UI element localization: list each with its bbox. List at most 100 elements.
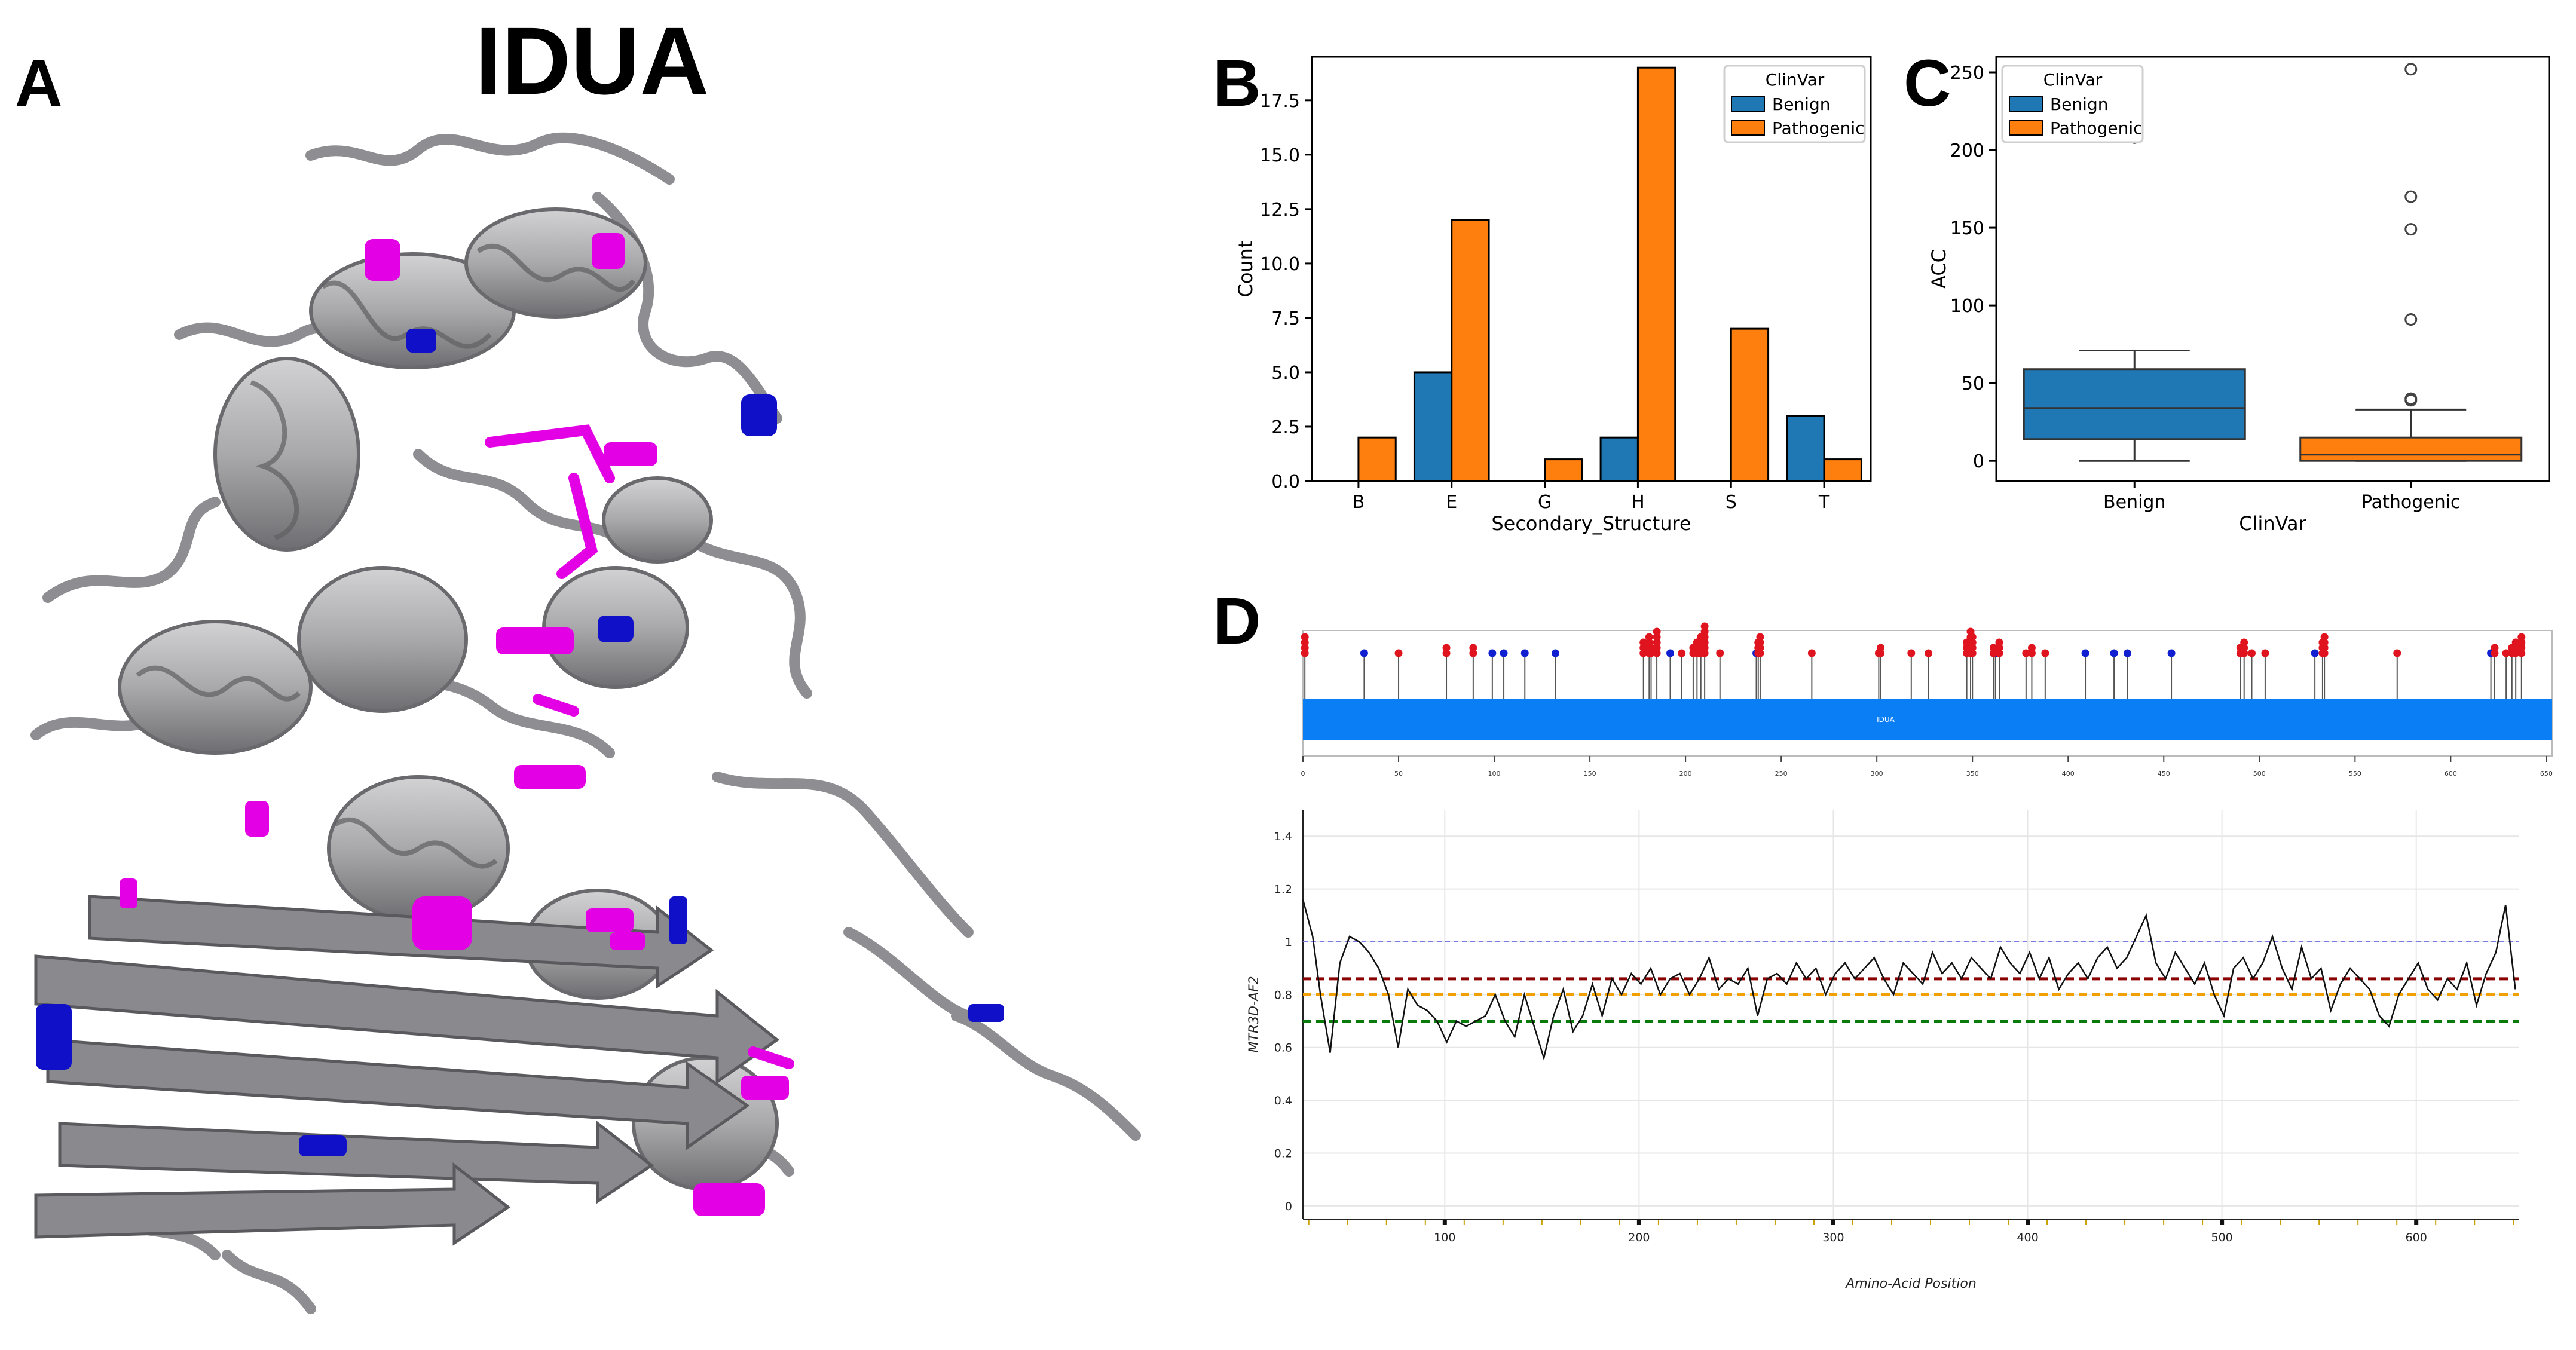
lollipop-head-pathogenic — [2517, 644, 2526, 652]
chart-b-xtick-label: H — [1631, 492, 1645, 513]
lollipop-xtick-label: 650 — [2540, 770, 2553, 777]
lollipop-xtick-label: 200 — [1679, 770, 1692, 777]
lollipop-head-pathogenic — [1989, 644, 1997, 652]
line-chart-ytick-label: 0.2 — [1274, 1147, 1292, 1161]
line-chart-ytick-label: 1.4 — [1274, 830, 1292, 843]
chart-b-ytick-label: 17.5 — [1260, 91, 1300, 112]
lollipop-head-benign — [2311, 649, 2319, 657]
line-chart-ytick-label: 0.4 — [1274, 1094, 1292, 1107]
lollipop-head-pathogenic — [1968, 644, 1977, 652]
lollipop-head-pathogenic — [1693, 638, 1701, 647]
lollipop-head-pathogenic — [2261, 649, 2269, 657]
lollipop-head-pathogenic — [1639, 644, 1648, 652]
lollipop-head-pathogenic — [1700, 638, 1709, 647]
lollipop-head-pathogenic — [2240, 644, 2248, 652]
lollipop-head-pathogenic — [1907, 649, 1916, 657]
chart-b-bar-pathogenic-T — [1823, 458, 1862, 482]
lollipop-head-benign — [1991, 649, 2000, 657]
lollipop-head-pathogenic — [1394, 649, 1403, 657]
lollipop-head-pathogenic — [2517, 633, 2526, 641]
chart-c-legend-swatch — [2009, 96, 2043, 112]
chart-c-ytick-label: 250 — [1950, 63, 1984, 84]
chart-b-bar-pathogenic-H — [1636, 66, 1676, 482]
lollipop-head-pathogenic — [1442, 649, 1451, 657]
lollipop-head-pathogenic — [2393, 649, 2401, 657]
lollipop-head-pathogenic — [1645, 633, 1653, 641]
chart-b-xlabel: Secondary_Structure — [1491, 512, 1691, 535]
protein-domain-bar — [1303, 699, 2552, 740]
lollipop-xtick-label: 350 — [1966, 770, 1979, 777]
lollipop-head-pathogenic — [1754, 644, 1763, 652]
lollipop-head-pathogenic — [1968, 649, 1977, 657]
chart-c-legend-label: Pathogenic — [2050, 118, 2143, 138]
lollipop-head-pathogenic — [1700, 627, 1709, 636]
lollipop-head-pathogenic — [1756, 633, 1764, 641]
chart-b-bar-pathogenic-S — [1730, 327, 1770, 482]
lollipop-xtick-label: 600 — [2445, 770, 2457, 777]
lollipop-head-pathogenic — [1653, 638, 1661, 647]
chart-b-legend-swatch — [1731, 120, 1765, 136]
chart-c-outlier — [2128, 131, 2141, 144]
protein-structure-illustration — [30, 132, 1141, 1314]
lollipop-head-pathogenic — [2511, 638, 2520, 647]
lollipop-head-pathogenic — [1653, 627, 1661, 636]
lollipop-head-pathogenic — [2236, 644, 2244, 652]
lollipop-head-pathogenic — [2318, 649, 2327, 657]
lollipop-head-pathogenic — [2491, 649, 2499, 657]
lollipop-head-benign — [2167, 649, 2176, 657]
chart-c-ytick-label: 200 — [1950, 140, 1984, 161]
line-chart-series-line — [1302, 899, 2516, 1061]
lollipop-head-pathogenic — [1995, 638, 2003, 647]
lollipop-head-pathogenic — [1697, 633, 1705, 641]
chart-c-frame — [1995, 56, 2550, 482]
lollipop-head-pathogenic — [2517, 638, 2526, 647]
lollipop-head-benign — [1666, 649, 1675, 657]
line-chart-xtick-label: 500 — [2211, 1231, 2232, 1244]
lollipop-head-pathogenic — [2022, 649, 2030, 657]
lollipop-head-pathogenic — [1966, 633, 1975, 641]
lollipop-head-pathogenic — [1877, 649, 1885, 657]
lollipop-frame — [1302, 630, 2553, 757]
lollipop-xtick-label: 300 — [1871, 770, 1883, 777]
lollipop-xtick-label: 100 — [1488, 770, 1501, 777]
lollipop-head-pathogenic — [2502, 649, 2510, 657]
lollipop-head-pathogenic — [2517, 649, 2526, 657]
lollipop-head-pathogenic — [1442, 644, 1451, 652]
chart-c-ytick-label: 100 — [1950, 296, 1984, 317]
lollipop-head-pathogenic — [1639, 638, 1648, 647]
line-chart-ytick-label: 1.2 — [1274, 883, 1292, 896]
chart-c-ytick-label: 150 — [1950, 218, 1984, 239]
lollipop-head-pathogenic — [1697, 644, 1705, 652]
chart-b-xtick-label: B — [1353, 492, 1365, 513]
lollipop-head-benign — [2081, 649, 2089, 657]
lollipop-head-benign — [1500, 649, 1508, 657]
lollipop-head-pathogenic — [2320, 638, 2329, 647]
lollipop-head-pathogenic — [1700, 633, 1709, 641]
lollipop-head-pathogenic — [2511, 644, 2520, 652]
panel-label-c: C — [1904, 47, 1951, 120]
lollipop-head-pathogenic — [1647, 644, 1656, 652]
lollipop-head-benign — [1520, 649, 1529, 657]
lollipop-head-pathogenic — [1301, 644, 1309, 652]
lollipop-head-pathogenic — [2508, 644, 2516, 652]
line-chart-xtick-label: 200 — [1628, 1231, 1650, 1244]
lollipop-head-pathogenic — [1693, 649, 1701, 657]
chart-b-xtick-label: T — [1818, 492, 1830, 513]
lollipop-head-pathogenic — [2041, 649, 2049, 657]
line-chart-ytick-label: 0.6 — [1274, 1042, 1292, 1055]
lollipop-head-pathogenic — [1647, 649, 1656, 657]
chart-b-bar-benign-T — [1786, 415, 1825, 482]
lollipop-head-pathogenic — [1756, 649, 1764, 657]
lollipop-head-pathogenic — [1754, 649, 1763, 657]
chart-c-legend-swatch — [2009, 120, 2043, 136]
line-chart-xtick-label: 600 — [2406, 1231, 2427, 1244]
lollipop-head-pathogenic — [2240, 638, 2248, 647]
lollipop-head-benign — [1752, 649, 1761, 657]
lollipop-head-pathogenic — [2320, 633, 2329, 641]
lollipop-head-pathogenic — [1756, 644, 1764, 652]
lollipop-head-pathogenic — [1966, 649, 1975, 657]
line-chart-ytick-label: 0 — [1285, 1200, 1292, 1213]
line-chart-ytick-label: 0.8 — [1274, 988, 1292, 1002]
lollipop-head-pathogenic — [1689, 649, 1697, 657]
chart-c-xlabel: ClinVar — [2239, 512, 2306, 535]
